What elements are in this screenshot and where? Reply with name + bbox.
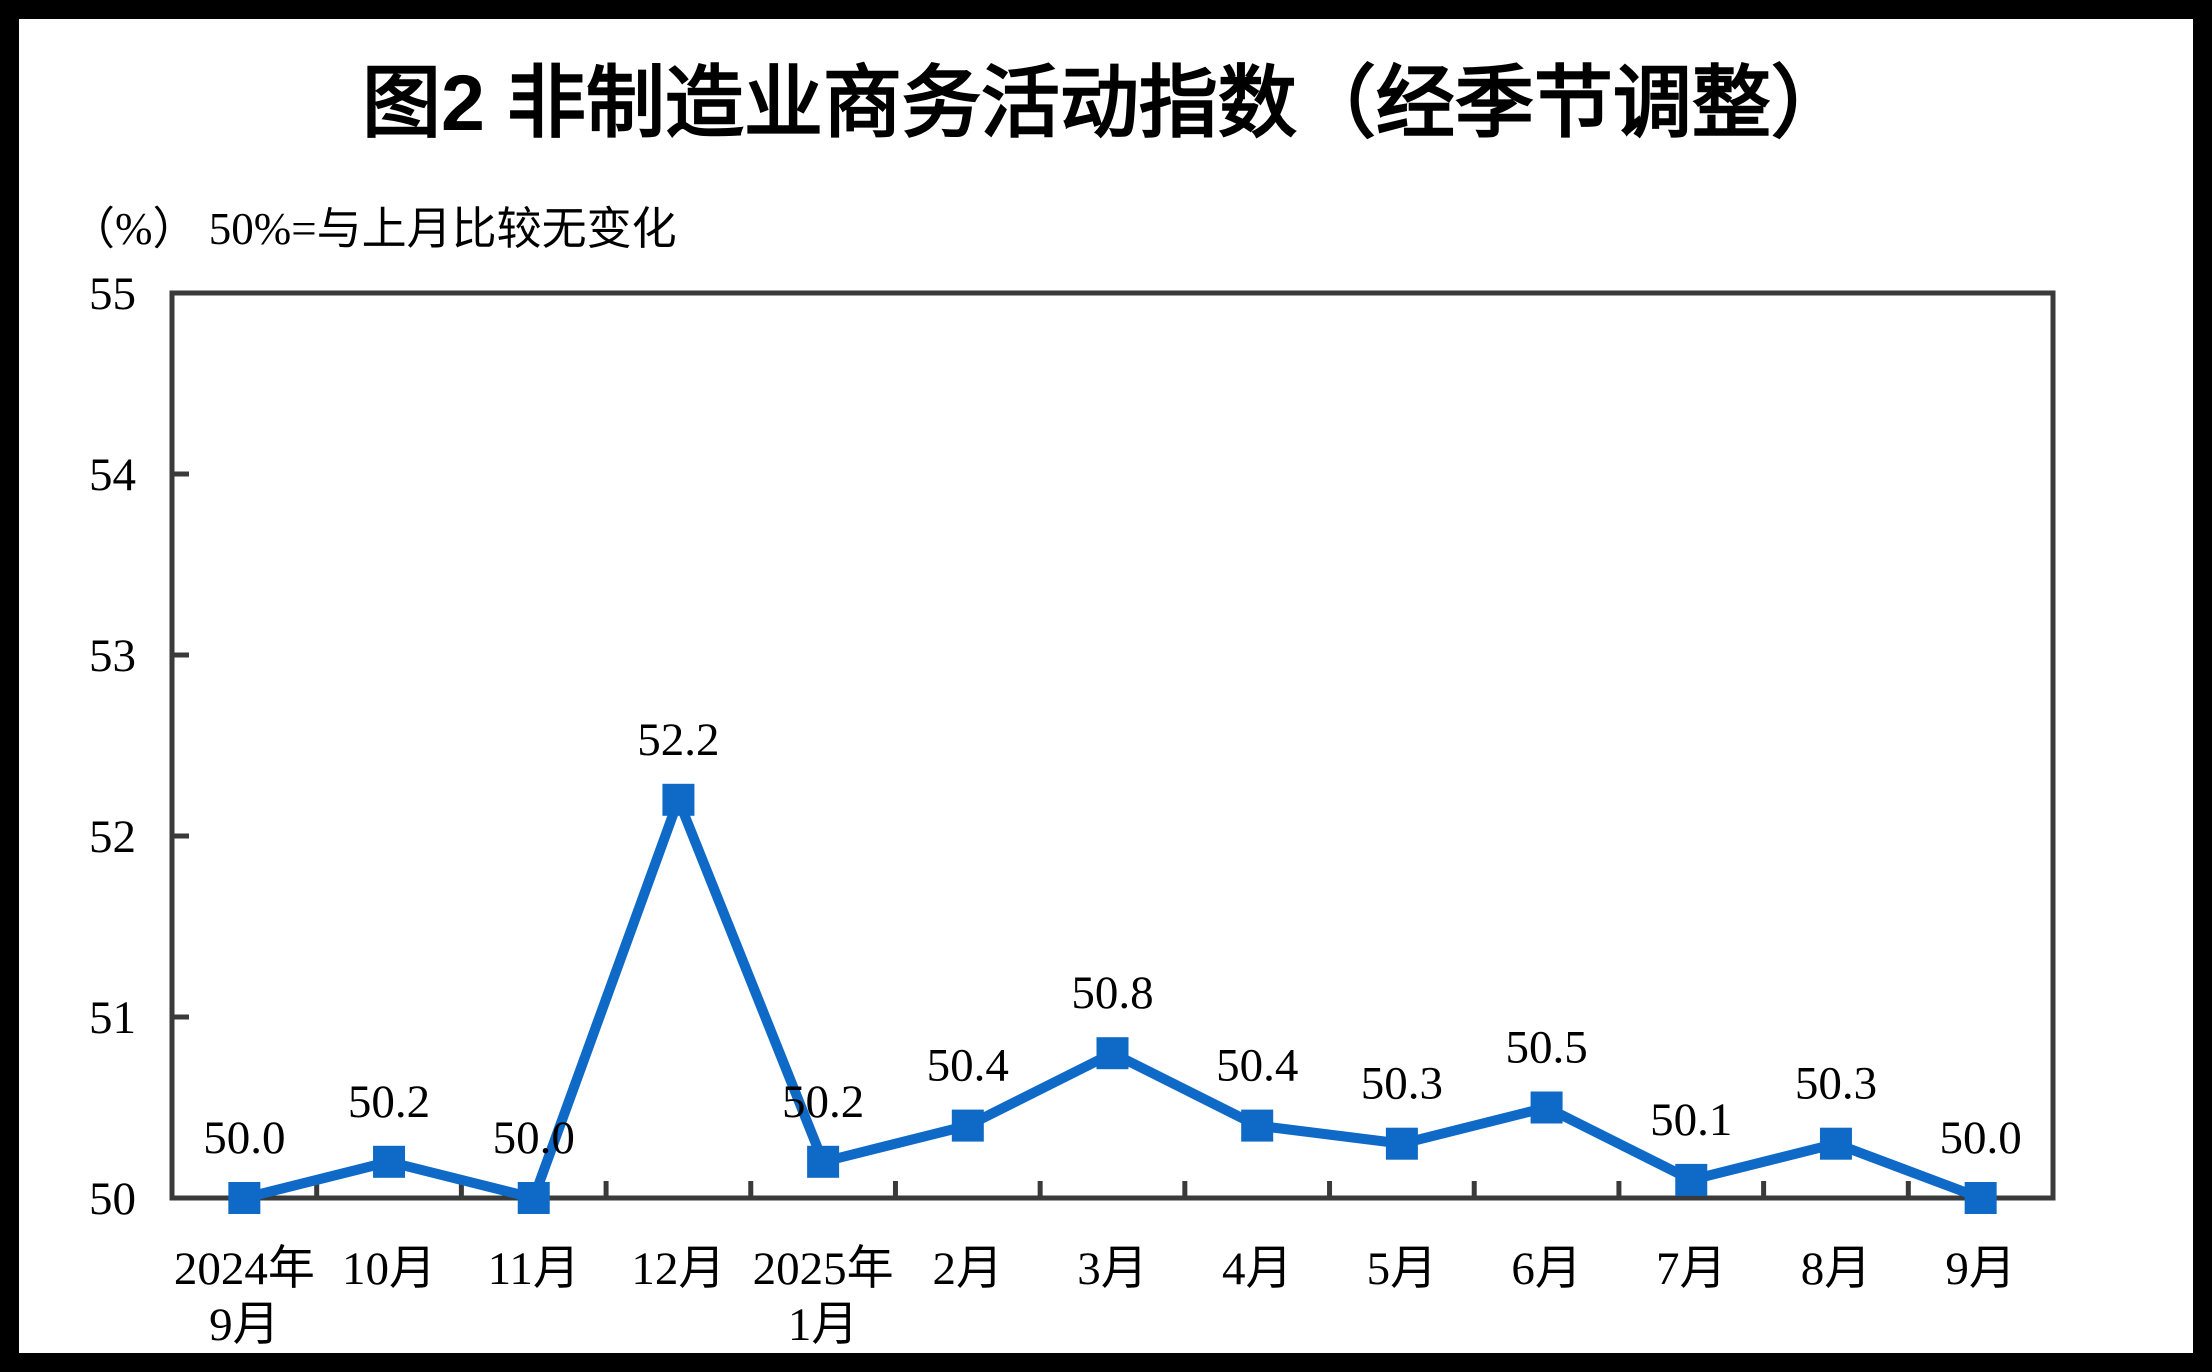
- data-label: 50.3: [1361, 1058, 1443, 1110]
- y-axis-tick-label: 50: [89, 1173, 136, 1225]
- data-point-marker: [662, 783, 695, 816]
- data-label: 50.2: [348, 1076, 430, 1128]
- y-axis-tick-label: 51: [89, 992, 136, 1044]
- data-point-marker: [1964, 1182, 1997, 1214]
- x-axis-label: 9月: [1945, 1243, 2016, 1295]
- data-point-marker: [1241, 1109, 1274, 1142]
- data-point-marker: [1675, 1163, 1708, 1196]
- x-axis-label: 6月: [1511, 1243, 1582, 1295]
- data-point-marker: [517, 1182, 550, 1214]
- data-label: 50.5: [1505, 1022, 1587, 1074]
- x-axis-label: 2月: [933, 1243, 1004, 1295]
- data-point-marker: [373, 1145, 406, 1178]
- data-point-marker: [228, 1182, 261, 1214]
- y-axis-tick-label: 52: [89, 811, 136, 863]
- data-label: 50.0: [493, 1112, 575, 1164]
- chart-title: 图2 非制造业商务活动指数（经季节调整）: [362, 58, 1850, 147]
- data-label: 50.0: [1940, 1112, 2022, 1164]
- data-point-marker: [1819, 1127, 1852, 1160]
- x-axis-label: 11月: [488, 1243, 580, 1295]
- x-axis-label: 10月: [342, 1243, 436, 1295]
- y-axis-tick-label: 53: [89, 630, 136, 682]
- data-point-marker: [1385, 1127, 1418, 1160]
- x-axis-label: 8月: [1801, 1243, 1872, 1295]
- data-label: 50.3: [1795, 1058, 1877, 1110]
- data-point-marker: [1530, 1091, 1563, 1124]
- y-axis-tick-label: 55: [89, 268, 136, 320]
- data-label: 50.0: [203, 1112, 285, 1164]
- data-point-marker: [951, 1109, 984, 1142]
- x-axis-label: 5月: [1367, 1243, 1438, 1295]
- data-label: 50.1: [1650, 1094, 1732, 1146]
- x-axis-label: 4月: [1222, 1243, 1293, 1295]
- x-axis-label: 7月: [1656, 1243, 1727, 1295]
- plot-frame: [169, 290, 2056, 1201]
- x-axis-label: 3月: [1077, 1243, 1148, 1295]
- data-label: 50.4: [1216, 1040, 1298, 1092]
- data-point-marker: [1096, 1037, 1129, 1070]
- x-axis-label: 12月: [631, 1243, 725, 1295]
- axis-unit-note: （%） 50%=与上月比较无变化: [70, 204, 677, 254]
- x-axis-label: 2025年 1月: [753, 1243, 894, 1351]
- data-point-marker: [807, 1145, 840, 1178]
- x-axis-label: 2024年 9月: [174, 1243, 315, 1351]
- data-label: 50.8: [1071, 967, 1153, 1019]
- data-label: 50.4: [927, 1040, 1009, 1092]
- y-axis-tick-label: 54: [89, 449, 136, 501]
- data-label: 52.2: [637, 714, 719, 766]
- data-label: 50.2: [782, 1076, 864, 1128]
